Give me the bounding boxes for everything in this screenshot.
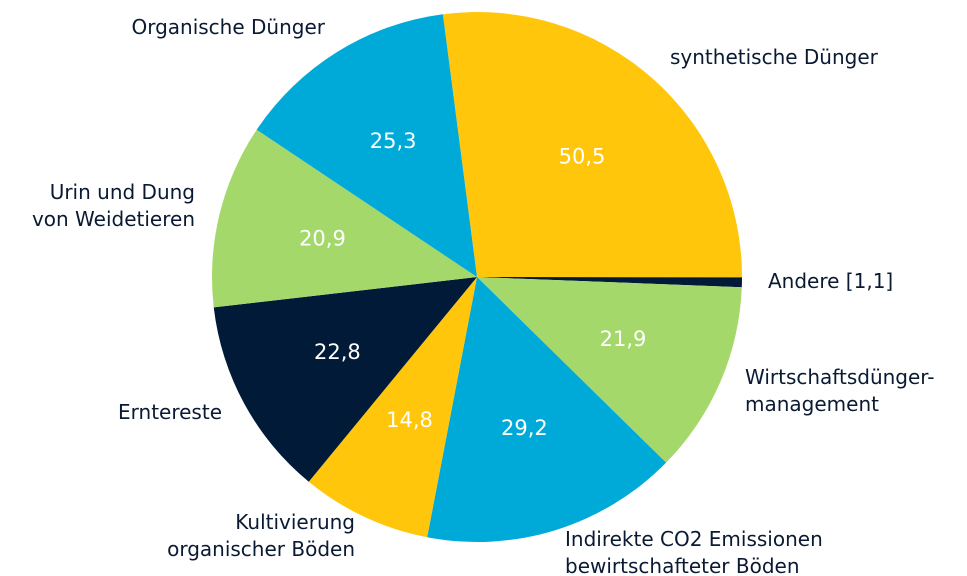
value-label: 25,3 bbox=[370, 129, 417, 153]
pie-slice bbox=[477, 277, 742, 463]
pie-slice bbox=[427, 277, 667, 542]
category-label: Andere [1,1] bbox=[768, 269, 893, 293]
pie-slice bbox=[256, 14, 477, 277]
pie-slice bbox=[308, 277, 477, 538]
pie-slice bbox=[442, 11, 742, 278]
category-label: Wirtschaftsdünger-management bbox=[745, 365, 934, 416]
pie-slice bbox=[212, 129, 477, 308]
pie-slice bbox=[213, 277, 477, 482]
value-label: 20,9 bbox=[299, 227, 346, 251]
category-label: Kultivierung organischer Böden bbox=[167, 510, 355, 561]
value-label: 29,2 bbox=[501, 416, 548, 440]
category-label: Urin und Dung von Weidetieren bbox=[32, 180, 195, 231]
value-label: 14,8 bbox=[386, 408, 433, 432]
category-label: Indirekte CO2 Emissionen bewirtschafteter… bbox=[565, 527, 823, 576]
value-label: 21,9 bbox=[600, 327, 647, 351]
category-label: Organische Dünger bbox=[131, 15, 325, 39]
category-label: Erntereste bbox=[118, 400, 222, 424]
category-label: synthetische Dünger bbox=[670, 45, 879, 69]
value-label: 50,5 bbox=[559, 145, 606, 169]
pie-slice bbox=[477, 277, 742, 288]
value-label: 22,8 bbox=[314, 340, 361, 364]
